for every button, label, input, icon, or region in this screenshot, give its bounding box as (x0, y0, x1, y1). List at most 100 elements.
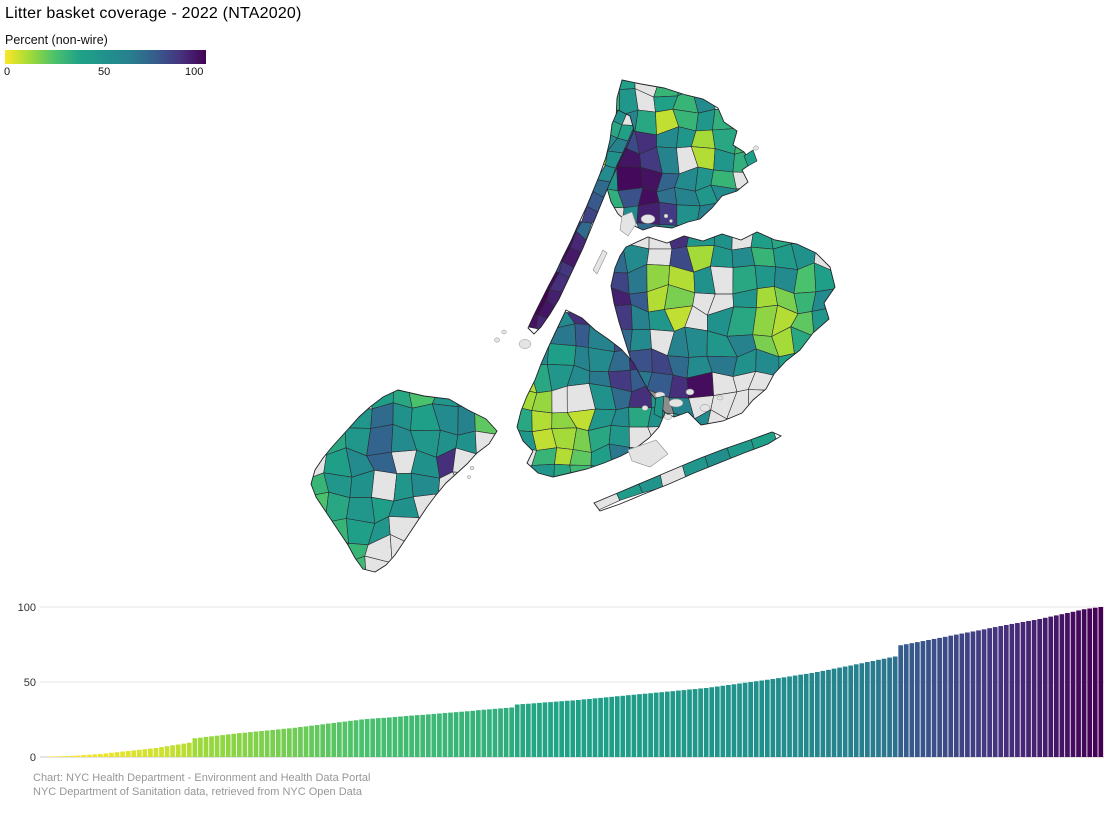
bar[interactable] (770, 679, 776, 757)
bar[interactable] (281, 728, 287, 757)
bar[interactable] (987, 628, 992, 757)
nta-region[interactable] (531, 410, 553, 433)
choropleth-svg[interactable] (278, 66, 848, 594)
bar[interactable] (320, 724, 326, 757)
bar[interactable] (842, 666, 848, 757)
nta-region[interactable] (324, 491, 351, 523)
bar[interactable] (409, 715, 414, 757)
nta-region[interactable] (634, 109, 657, 136)
bar[interactable] (387, 717, 392, 757)
bar[interactable] (820, 670, 826, 757)
bar[interactable] (792, 675, 798, 757)
bar[interactable] (359, 719, 364, 758)
bar[interactable] (120, 751, 125, 757)
bar[interactable] (748, 682, 753, 757)
bar[interactable] (548, 702, 553, 757)
nta-region[interactable] (454, 557, 476, 585)
nta-region[interactable] (728, 88, 757, 111)
nta-region[interactable] (551, 385, 568, 414)
nta-region[interactable] (478, 473, 506, 499)
nta-region[interactable] (474, 383, 505, 408)
bar[interactable] (742, 682, 748, 757)
nta-region[interactable] (300, 405, 325, 434)
nta-region[interactable] (438, 543, 464, 567)
bar[interactable] (225, 734, 231, 757)
nta-region[interactable] (572, 151, 592, 175)
bar[interactable] (431, 713, 437, 757)
bar[interactable] (509, 707, 515, 758)
nta-region[interactable] (567, 167, 585, 188)
nta-region[interactable] (712, 108, 738, 131)
bar[interactable] (981, 629, 987, 757)
bar[interactable] (1026, 620, 1031, 757)
bar[interactable] (470, 710, 476, 757)
nta-region[interactable] (677, 70, 693, 97)
nta-region[interactable] (790, 371, 822, 398)
bar[interactable] (781, 677, 787, 757)
bar[interactable] (70, 755, 75, 757)
bar[interactable] (631, 694, 637, 757)
nta-region[interactable] (756, 286, 778, 309)
bar[interactable] (214, 735, 220, 757)
nta-region[interactable] (790, 228, 820, 245)
nta-region[interactable] (582, 124, 606, 146)
bar[interactable] (1053, 615, 1059, 757)
bar[interactable] (759, 680, 765, 758)
bar[interactable] (270, 730, 276, 757)
bar[interactable] (170, 745, 175, 757)
bar[interactable] (92, 754, 98, 757)
bar[interactable] (331, 722, 337, 757)
bar[interactable] (1031, 620, 1037, 757)
bar[interactable] (826, 669, 831, 757)
bar[interactable] (703, 688, 709, 757)
nta-region[interactable] (346, 387, 373, 410)
nta-region[interactable] (750, 221, 774, 250)
bar[interactable] (164, 746, 170, 757)
bar[interactable] (681, 690, 687, 757)
bar[interactable] (142, 749, 148, 757)
bar[interactable] (403, 716, 409, 757)
bar[interactable] (709, 687, 715, 757)
bar[interactable] (598, 697, 603, 757)
nta-region[interactable] (323, 405, 348, 429)
nta-region[interactable] (691, 409, 712, 437)
nta-region[interactable] (728, 75, 757, 94)
bar[interactable] (459, 711, 464, 757)
bar[interactable] (837, 667, 842, 757)
bar[interactable] (909, 643, 915, 757)
nta-region[interactable] (601, 71, 620, 90)
nta-region[interactable] (559, 180, 581, 202)
nta-region[interactable] (754, 264, 776, 290)
nyc-choropleth-map[interactable] (278, 66, 848, 594)
nta-region[interactable] (474, 405, 505, 435)
nta-region[interactable] (439, 563, 464, 584)
bar-chart-svg[interactable]: 0 50 100 (0, 594, 1104, 772)
nta-region[interactable] (519, 275, 542, 297)
nta-region[interactable] (432, 514, 460, 545)
bar[interactable] (831, 668, 837, 757)
bar[interactable] (298, 727, 303, 757)
bar[interactable] (1070, 611, 1076, 757)
nta-region[interactable] (506, 302, 529, 326)
bar[interactable] (898, 645, 904, 757)
bar[interactable] (520, 704, 526, 757)
bar[interactable] (670, 691, 676, 757)
bar[interactable] (342, 721, 348, 757)
nta-region[interactable] (512, 289, 533, 312)
bar[interactable] (1081, 609, 1087, 757)
nta-region[interactable] (529, 248, 552, 270)
nta-region[interactable] (473, 542, 507, 564)
bar[interactable] (503, 707, 509, 757)
nta-region[interactable] (431, 384, 459, 408)
bar[interactable] (181, 743, 187, 757)
bar[interactable] (425, 714, 431, 757)
bar[interactable] (1048, 616, 1054, 757)
nta-region[interactable] (366, 424, 394, 457)
bar[interactable] (464, 711, 470, 757)
bar[interactable] (309, 725, 314, 757)
bar[interactable] (714, 686, 720, 758)
nta-region[interactable] (476, 453, 506, 475)
nta-region[interactable] (608, 424, 630, 448)
nta-region[interactable] (479, 497, 501, 522)
nta-region[interactable] (811, 288, 837, 312)
